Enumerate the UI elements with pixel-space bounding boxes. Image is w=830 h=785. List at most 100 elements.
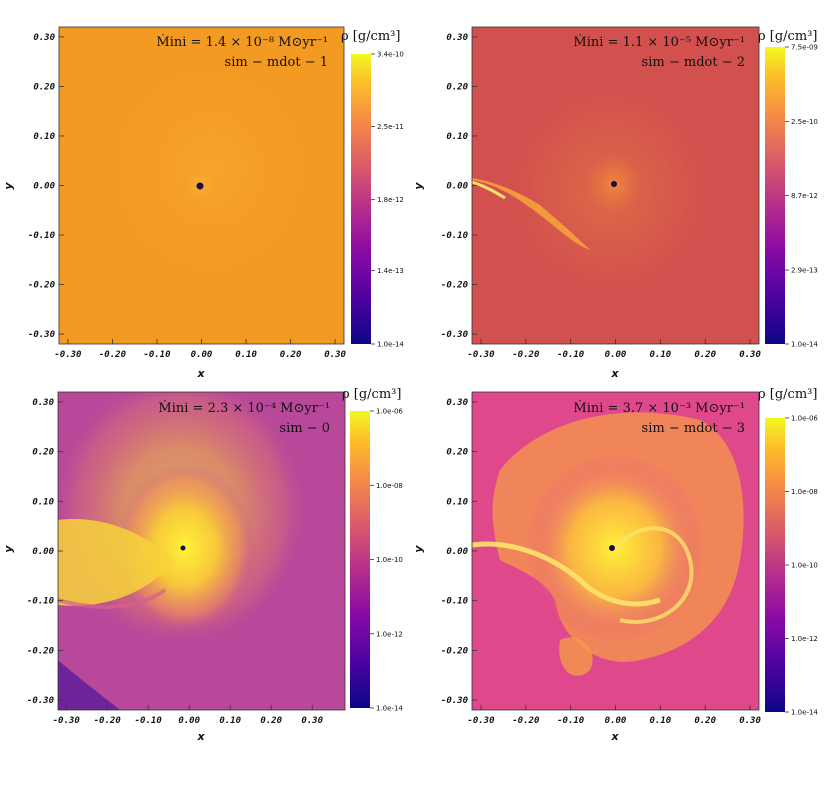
y-tick-label: -0.20: [441, 281, 469, 291]
mdot-annotation: Ṁini = 1.4 × 10⁻⁸ M⊙yr⁻¹: [156, 33, 328, 50]
x-tick-label: 0.10: [650, 350, 672, 360]
colorbar-tick-label: 2.5e-10: [791, 118, 818, 126]
y-tick-label: 0.30: [33, 33, 55, 43]
colorbar: [765, 418, 785, 712]
colorbar-tick-label: 1.0e-14: [791, 709, 818, 717]
colorbar-tick-label: 8.7e-12: [791, 192, 818, 200]
x-tick-label: -0.30: [467, 716, 495, 726]
y-tick-label: 0.00: [33, 182, 55, 192]
y-tick-label: -0.20: [28, 281, 56, 291]
y-axis-label: y: [412, 545, 425, 553]
x-tick-label: 0.20: [260, 716, 282, 726]
x-axis-label: x: [196, 730, 205, 743]
colorbar-label: ρ [g/cm³]: [758, 387, 817, 402]
x-tick-label: 0.30: [739, 716, 761, 726]
y-tick-label: 0.20: [32, 448, 54, 458]
x-tick-label: 0.20: [694, 350, 716, 360]
colorbar-tick-label: 1.8e-12: [377, 196, 404, 204]
x-tick-label: 0.10: [650, 716, 672, 726]
y-tick-label: -0.10: [441, 231, 469, 241]
x-tick-label: 0.20: [280, 350, 302, 360]
x-tick-label: -0.20: [99, 350, 127, 360]
colorbar: [351, 54, 371, 344]
x-tick-label: 0.00: [605, 716, 627, 726]
y-tick-label: 0.20: [446, 82, 468, 92]
x-tick-label: -0.30: [54, 350, 82, 360]
density-map: [59, 27, 344, 344]
y-tick-label: -0.30: [28, 330, 56, 340]
colorbar-tick-label: 1.0e-08: [376, 482, 403, 490]
x-axis-label: x: [196, 367, 205, 380]
x-tick-label: -0.30: [467, 350, 495, 360]
mdot-annotation: Ṁini = 2.3 × 10⁻⁴ M⊙yr⁻¹: [158, 399, 330, 416]
y-tick-label: -0.30: [27, 696, 55, 706]
y-tick-label: 0.10: [32, 497, 54, 507]
mdot-annotation: Ṁini = 1.1 × 10⁻⁵ M⊙yr⁻¹: [573, 33, 745, 50]
colorbar-tick-label: 1.0e-10: [791, 562, 818, 570]
x-tick-label: -0.20: [94, 716, 122, 726]
colorbar-tick-label: 1.4e-13: [377, 267, 404, 275]
y-tick-label: 0.00: [446, 182, 468, 192]
colorbar-tick-label: 1.0e-06: [791, 415, 818, 423]
x-tick-label: 0.10: [219, 716, 241, 726]
colorbar-tick-label: 1.0e-10: [376, 556, 403, 564]
y-axis-label: y: [412, 182, 425, 190]
x-tick-label: 0.00: [191, 350, 213, 360]
colorbar-tick-label: 1.0e-14: [377, 341, 404, 349]
x-tick-label: 0.10: [235, 350, 257, 360]
y-axis-label: y: [2, 545, 15, 553]
colorbar-label: ρ [g/cm³]: [758, 29, 817, 44]
central-source: [180, 545, 186, 551]
y-tick-label: 0.20: [446, 448, 468, 458]
colorbar: [765, 47, 785, 344]
x-tick-label: -0.10: [135, 716, 163, 726]
y-tick-label: 0.10: [33, 132, 55, 142]
x-tick-label: 0.00: [178, 716, 200, 726]
y-tick-label: 0.30: [446, 398, 468, 408]
colorbar-tick-label: 1.0e-06: [376, 408, 403, 416]
colorbar-tick-label: 7.5e-09: [791, 44, 818, 52]
y-tick-label: 0.00: [32, 547, 54, 557]
x-tick-label: 0.30: [324, 350, 346, 360]
y-tick-label: -0.10: [441, 597, 469, 607]
y-tick-label: -0.20: [441, 646, 469, 656]
density-map: [472, 392, 759, 710]
colorbar-tick-label: 3.4e-10: [377, 51, 404, 59]
sim-annotation: sim − mdot − 3: [642, 421, 745, 436]
x-tick-label: 0.00: [605, 350, 627, 360]
x-tick-label: 0.30: [739, 350, 761, 360]
x-tick-label: -0.30: [53, 716, 81, 726]
colorbar-tick-label: 2.9e-13: [791, 267, 818, 275]
x-tick-label: -0.20: [512, 716, 540, 726]
density-map: [58, 392, 345, 710]
x-tick-label: 0.20: [694, 716, 716, 726]
x-axis-label: x: [610, 730, 619, 743]
colorbar-tick-label: 1.0e-14: [791, 341, 818, 349]
y-tick-label: 0.30: [446, 33, 468, 43]
panel-sim-mdot-2: -0.30 -0.20 -0.10 0.00 0.10 0.20 0.30 0.30 0.20 0…: [412, 26, 818, 380]
x-axis-label: x: [610, 367, 619, 380]
colorbar-tick-label: 1.0e-14: [376, 705, 403, 713]
central-source: [611, 181, 617, 187]
density-map: [472, 27, 759, 344]
colorbar-tick-label: 1.0e-08: [791, 488, 818, 496]
x-tick-label: -0.10: [143, 350, 171, 360]
central-source: [196, 182, 204, 190]
y-tick-label: -0.10: [27, 597, 55, 607]
panel-sim-0: -0.30 -0.20 -0.10 0.00 0.10 0.20 0.30 0.30 0.20 0…: [2, 387, 403, 743]
sim-annotation: sim − 0: [279, 421, 330, 436]
sim-annotation: sim − mdot − 2: [642, 55, 745, 70]
panel-sim-mdot-3: -0.30 -0.20 -0.10 0.00 0.10 0.20 0.30 0.30 0.20 0…: [412, 387, 818, 743]
x-tick-label: 0.30: [301, 716, 323, 726]
y-tick-label: -0.10: [28, 231, 56, 241]
colorbar-label: ρ [g/cm³]: [342, 387, 401, 402]
central-source: [609, 545, 615, 551]
y-axis-label: y: [2, 182, 15, 190]
panel-sim-mdot-1: -0.30 -0.20 -0.10 0.00 0.10 0.20 0.30 0.30 0.20 0…: [2, 26, 404, 380]
y-tick-label: 0.10: [446, 132, 468, 142]
x-tick-label: -0.20: [512, 350, 540, 360]
y-tick-label: 0.10: [446, 497, 468, 507]
colorbar: [350, 411, 370, 708]
colorbar-tick-label: 1.0e-12: [376, 630, 403, 638]
